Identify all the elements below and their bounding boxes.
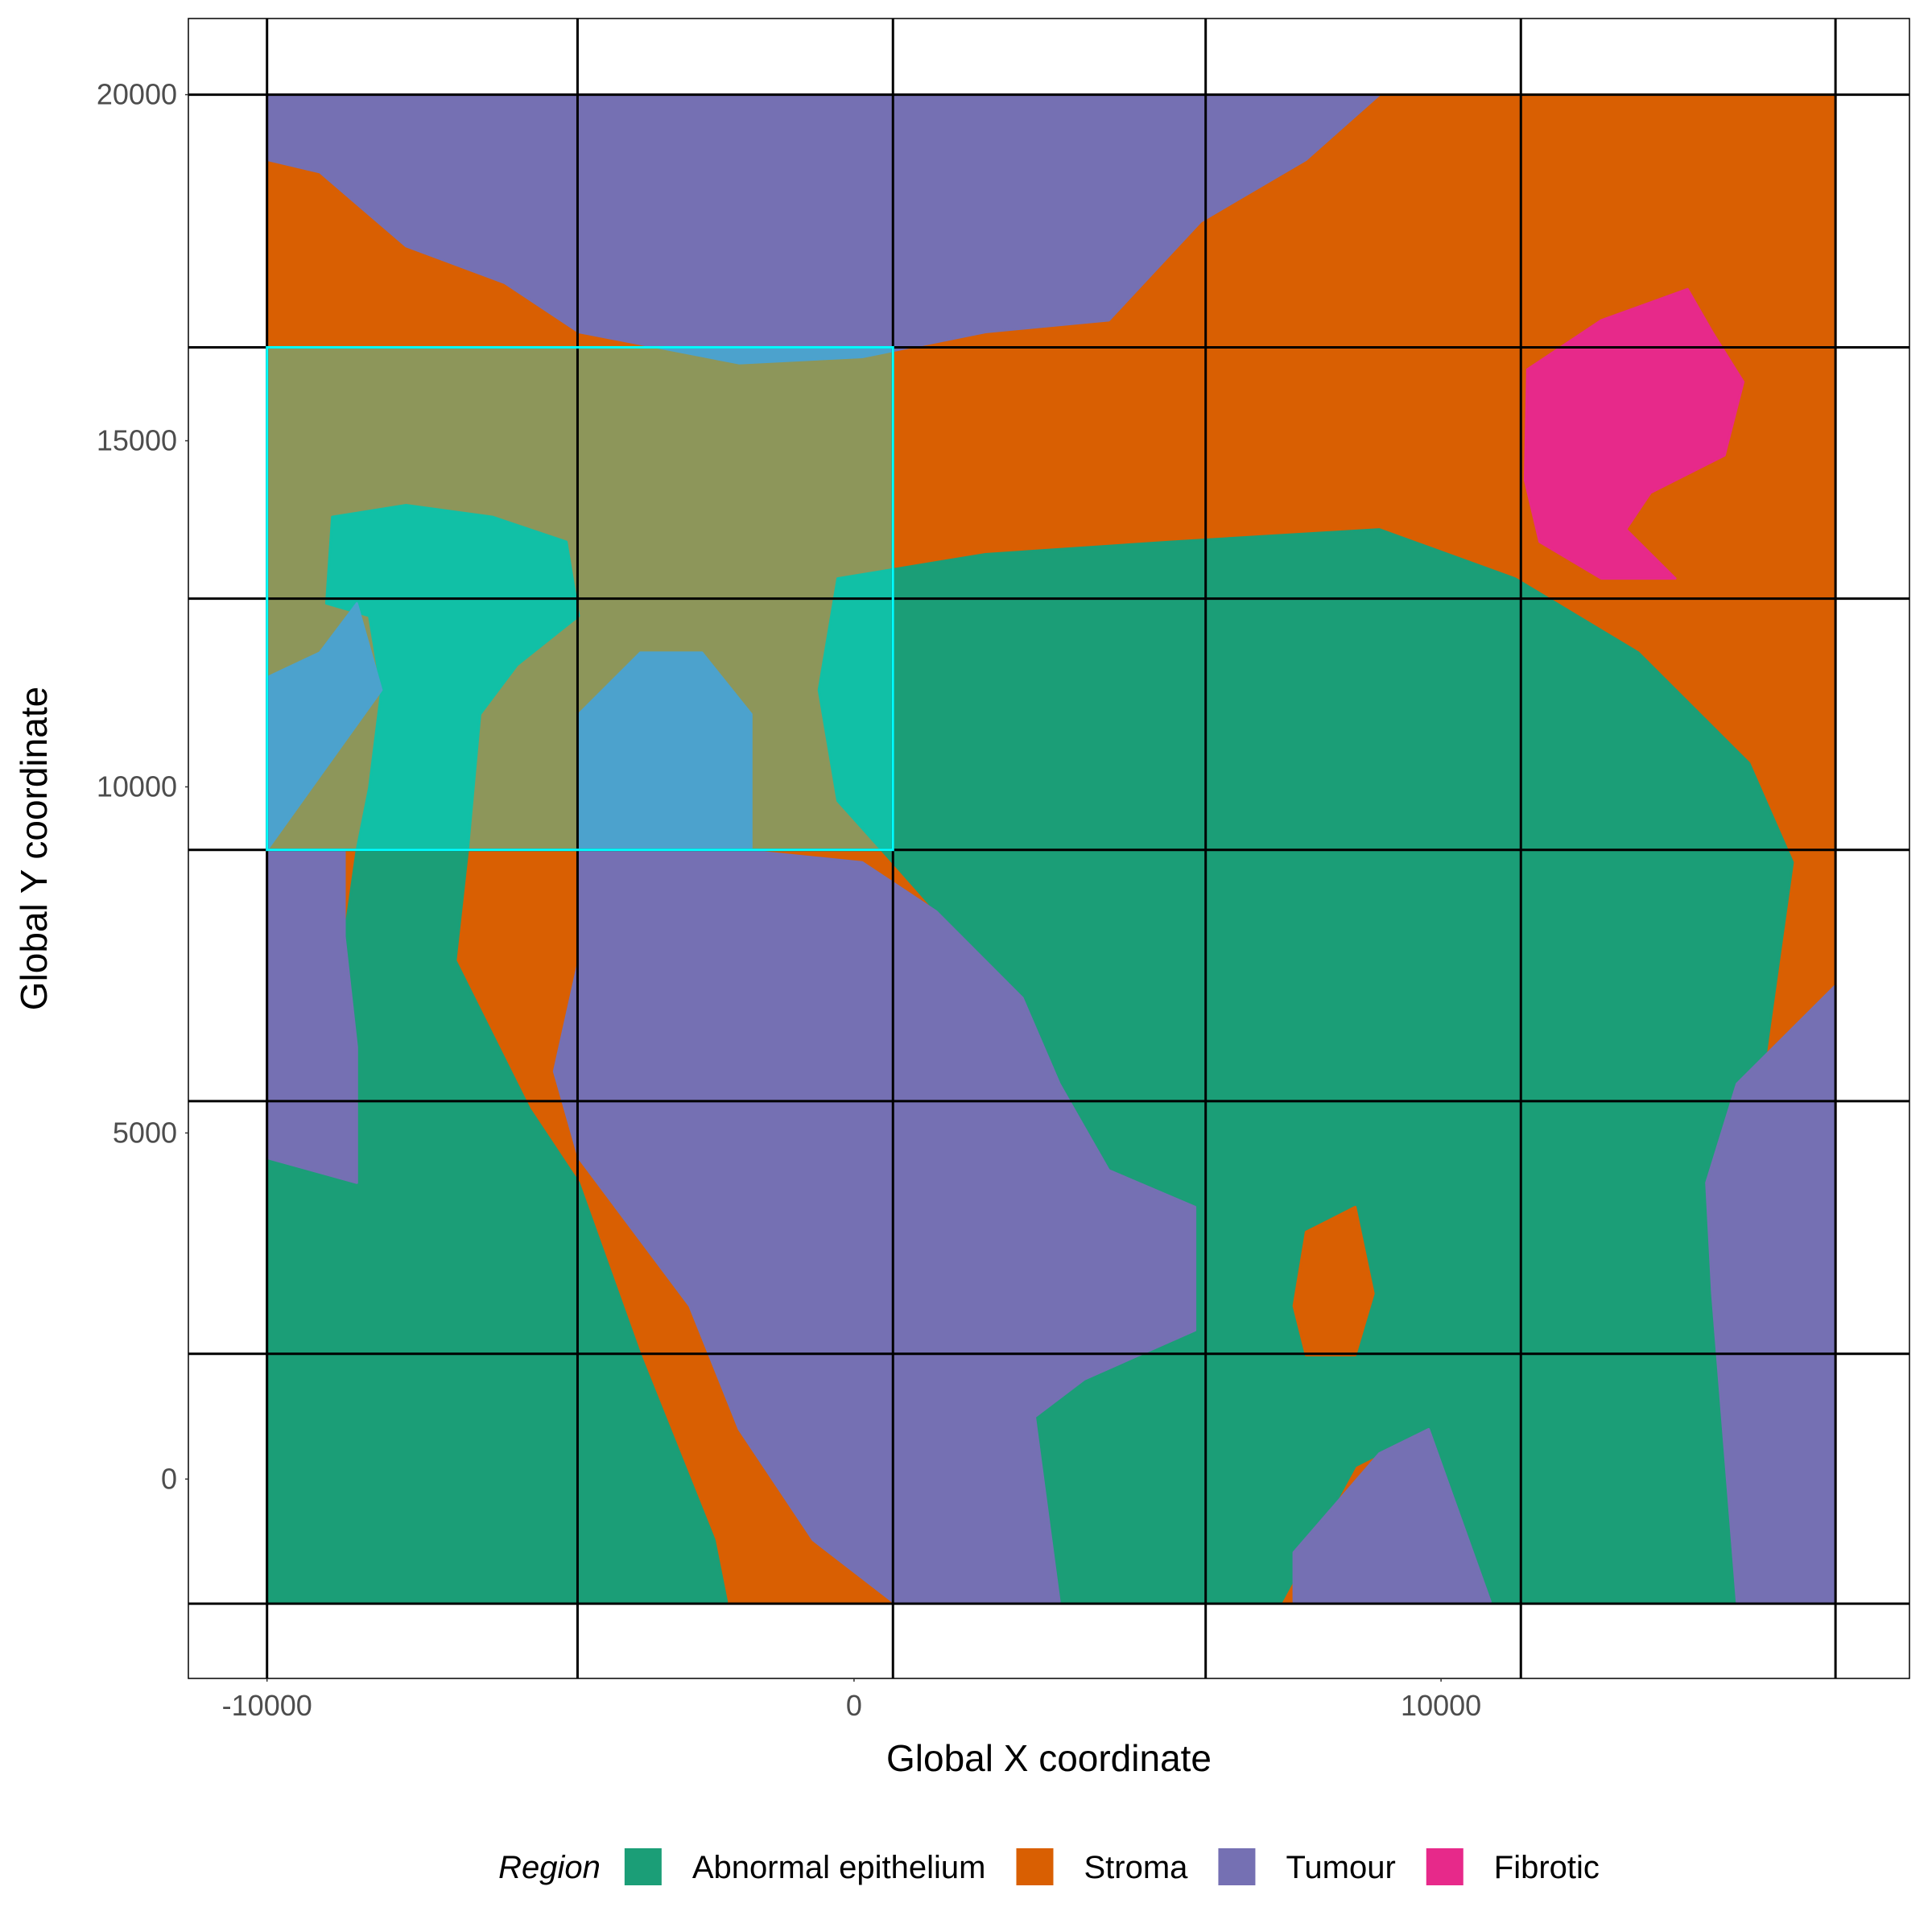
legend-label: Tumour <box>1286 1850 1395 1885</box>
region-polygon <box>1292 1427 1492 1604</box>
legend: Region Abnormal epithelium Stroma Tumour Fib… <box>498 1848 1600 1885</box>
selection-outline <box>266 345 894 852</box>
legend-key <box>1218 1848 1256 1885</box>
legend-title: Region <box>498 1850 601 1885</box>
legend-label: Abnormal epithelium <box>692 1850 986 1885</box>
y-tick-label: 5000 <box>113 1116 177 1149</box>
region-polygon <box>1292 1205 1375 1356</box>
y-tick-label: 15000 <box>97 424 177 457</box>
region-polygon <box>552 848 1197 1604</box>
data-layer <box>266 93 1837 1604</box>
region-polygon <box>266 848 358 1184</box>
x-tick-label: 0 <box>846 1689 862 1722</box>
region-polygon <box>324 504 580 852</box>
legend-label: Stroma <box>1084 1850 1189 1885</box>
x-axis-title: Global X coordinate <box>886 1737 1212 1779</box>
legend-key <box>624 1848 662 1885</box>
region-polygon <box>266 93 1381 365</box>
y-tick-label: 0 <box>161 1462 177 1495</box>
plot-area: -10000 0 10000 0 5000 10000 15000 20000 <box>97 18 1910 1722</box>
legend-key <box>1426 1848 1463 1885</box>
legend-key <box>1016 1848 1054 1885</box>
legend-label: Fibrotic <box>1494 1850 1600 1885</box>
region-polygon <box>1523 287 1745 580</box>
y-axis-title: Global Y coordinate <box>13 687 55 1010</box>
x-tick-label: -10000 <box>222 1689 312 1722</box>
y-tick-label: 10000 <box>97 770 177 803</box>
panel-border <box>188 18 1910 1679</box>
x-tick-label: 10000 <box>1401 1689 1481 1722</box>
y-tick-label: 20000 <box>97 78 177 111</box>
